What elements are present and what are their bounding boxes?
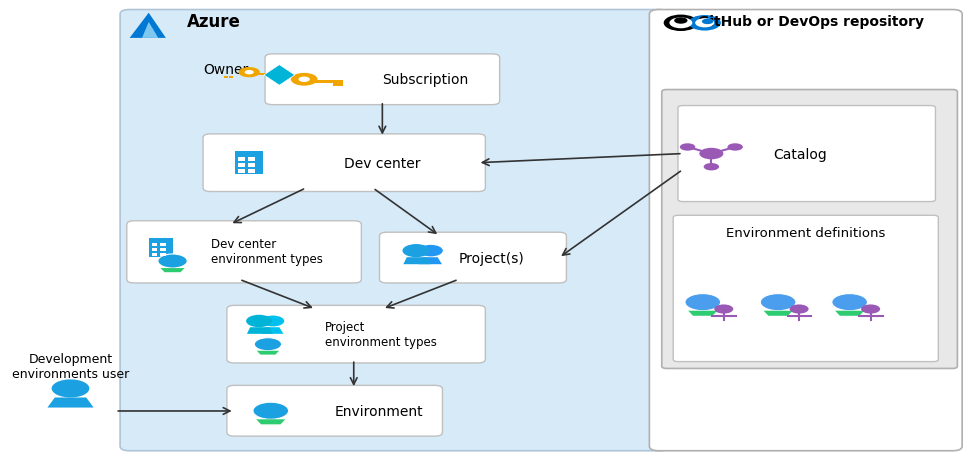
Circle shape	[685, 294, 721, 311]
Text: Azure: Azure	[187, 13, 241, 31]
FancyBboxPatch shape	[265, 55, 499, 106]
Polygon shape	[161, 269, 184, 273]
Circle shape	[419, 245, 443, 257]
Circle shape	[254, 338, 282, 351]
Bar	[238, 158, 245, 162]
FancyBboxPatch shape	[120, 11, 669, 451]
Circle shape	[832, 294, 868, 311]
Circle shape	[246, 315, 272, 328]
FancyBboxPatch shape	[673, 216, 938, 362]
Polygon shape	[247, 328, 273, 334]
Polygon shape	[48, 397, 94, 408]
FancyBboxPatch shape	[227, 386, 443, 436]
Circle shape	[403, 245, 430, 257]
Bar	[160, 253, 166, 256]
Circle shape	[670, 18, 692, 29]
Circle shape	[291, 74, 318, 86]
Text: Development
environments user: Development environments user	[12, 353, 129, 381]
Circle shape	[664, 16, 698, 32]
Text: Project(s): Project(s)	[458, 251, 525, 265]
Circle shape	[239, 68, 260, 78]
FancyBboxPatch shape	[379, 233, 566, 283]
Polygon shape	[264, 66, 294, 86]
Polygon shape	[256, 420, 286, 425]
Circle shape	[704, 164, 720, 171]
Circle shape	[702, 20, 714, 25]
Circle shape	[158, 254, 187, 269]
Bar	[257, 73, 281, 76]
Bar	[149, 238, 174, 257]
Text: Project
environment types: Project environment types	[325, 320, 437, 348]
Polygon shape	[261, 328, 284, 334]
Circle shape	[790, 305, 808, 314]
FancyBboxPatch shape	[127, 221, 362, 283]
FancyBboxPatch shape	[662, 90, 957, 369]
Circle shape	[861, 305, 880, 314]
Text: Owner: Owner	[204, 63, 249, 77]
Text: GitHub or DevOps repository: GitHub or DevOps repository	[698, 15, 924, 29]
Bar	[160, 243, 166, 246]
Text: Subscription: Subscription	[382, 73, 469, 87]
Polygon shape	[142, 23, 158, 39]
Circle shape	[245, 71, 254, 75]
FancyBboxPatch shape	[678, 106, 935, 202]
Circle shape	[688, 16, 721, 32]
Polygon shape	[404, 257, 431, 265]
Bar	[229, 77, 233, 79]
FancyBboxPatch shape	[227, 306, 486, 363]
Polygon shape	[835, 311, 864, 316]
Bar	[152, 253, 157, 256]
Circle shape	[52, 380, 90, 397]
Bar	[248, 169, 254, 173]
FancyBboxPatch shape	[649, 11, 962, 451]
FancyBboxPatch shape	[203, 134, 486, 192]
Circle shape	[674, 18, 687, 25]
Circle shape	[727, 144, 743, 151]
Text: Environment definitions: Environment definitions	[726, 226, 885, 239]
Bar	[338, 84, 343, 87]
Bar	[152, 243, 157, 246]
Polygon shape	[688, 311, 718, 316]
Polygon shape	[419, 257, 442, 265]
Text: Dev center
environment types: Dev center environment types	[211, 237, 323, 265]
Text: Catalog: Catalog	[773, 147, 827, 161]
Bar	[248, 158, 254, 162]
Circle shape	[253, 403, 289, 420]
Bar	[152, 248, 157, 251]
Circle shape	[261, 316, 285, 327]
Bar	[224, 77, 228, 79]
Bar	[332, 84, 337, 87]
Bar	[160, 248, 166, 251]
Circle shape	[715, 305, 733, 314]
Bar	[315, 80, 343, 84]
Polygon shape	[130, 14, 166, 39]
Circle shape	[699, 148, 723, 160]
Bar	[248, 164, 254, 168]
Circle shape	[298, 78, 310, 83]
Polygon shape	[763, 311, 793, 316]
Circle shape	[760, 294, 796, 311]
Bar	[235, 152, 263, 175]
Circle shape	[695, 19, 715, 28]
Text: Environment: Environment	[334, 404, 423, 418]
Polygon shape	[256, 351, 279, 355]
Bar	[238, 169, 245, 173]
Text: Dev center: Dev center	[344, 157, 420, 170]
Bar	[238, 164, 245, 168]
Circle shape	[680, 144, 695, 151]
